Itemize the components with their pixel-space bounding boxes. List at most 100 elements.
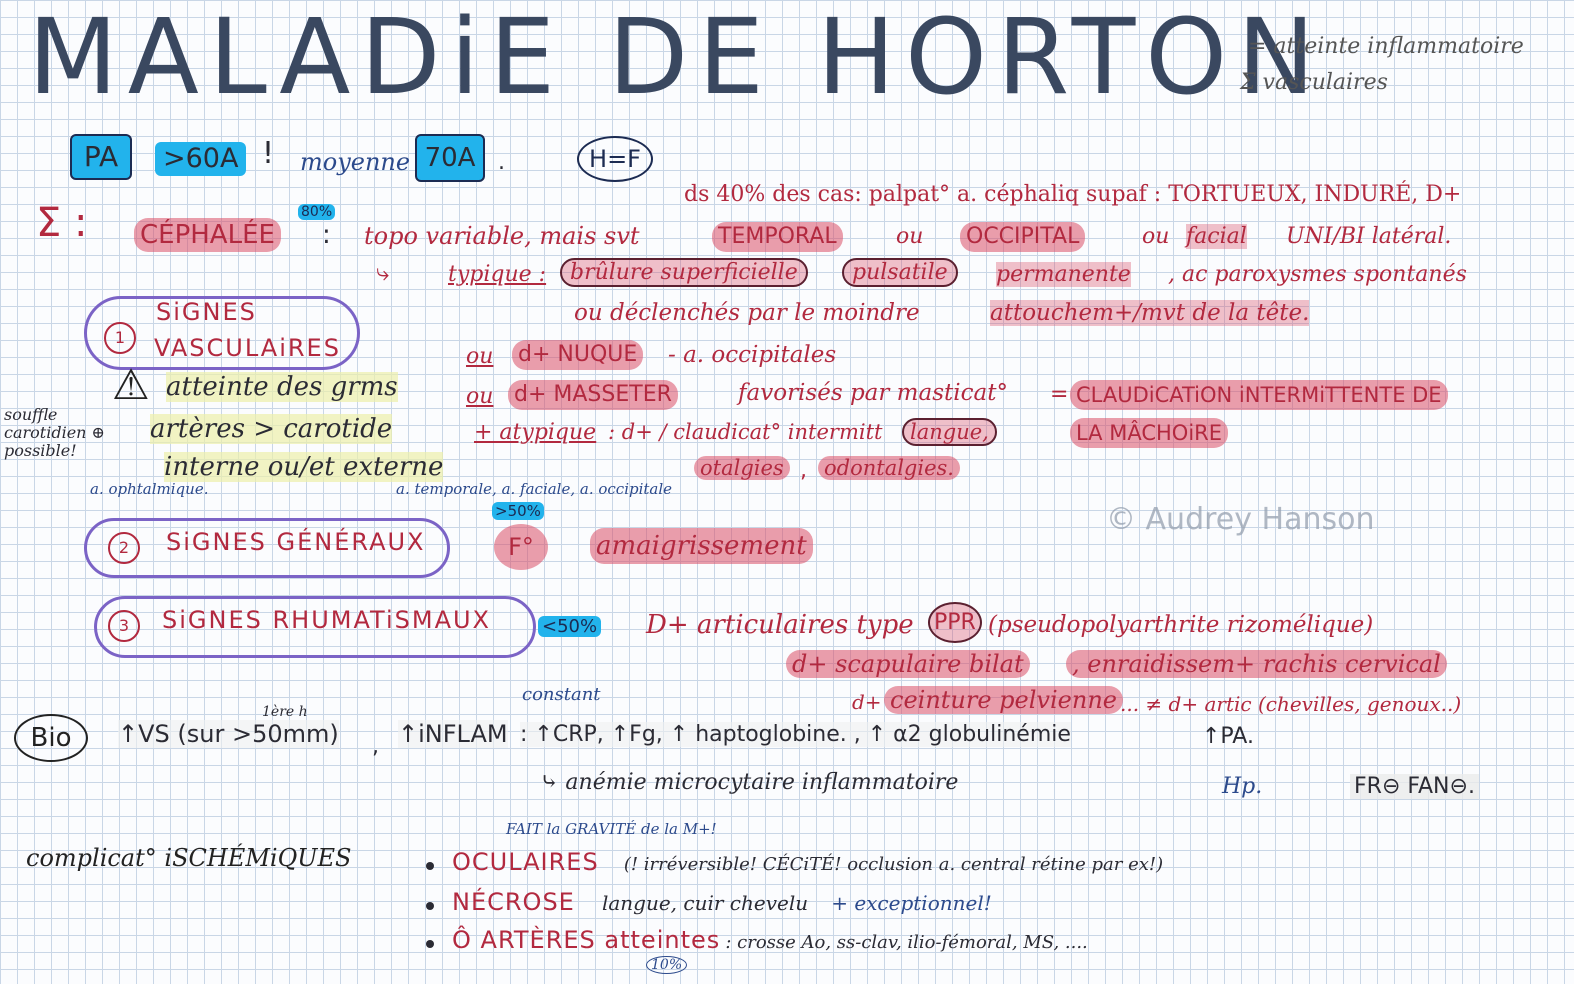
rhumato-text-1: D+ articulaires type (646, 610, 914, 640)
complication-extra: + exceptionnel! (831, 891, 992, 915)
complication-title: NÉCROSE (452, 888, 575, 916)
atypique-label: + atypique (474, 420, 597, 445)
complication-title: OCULAIRES (452, 848, 599, 876)
vasc-label-2: VASCULAiRES (154, 334, 341, 362)
epidemio-dot: . (498, 150, 505, 175)
souffle-note: souffle carotidien ⊕ possible! (4, 405, 105, 460)
cephalee-pct: 80% (298, 204, 336, 220)
attouchement-label: attouchem+/mvt de la tête. (990, 300, 1310, 326)
claudication-label-2: LA MÂCHOiRE (1070, 418, 1229, 448)
rhumato-label: SiGNES RHUMATiSMAUX (162, 606, 491, 634)
ou-nuque: ou (466, 344, 494, 369)
generaux-oval (84, 518, 450, 578)
sex-ratio: H=F (577, 136, 653, 182)
rhumato-number: 3 (108, 610, 140, 642)
occipital-label: OCCIPITAL (960, 222, 1086, 252)
crp-line: : ↑CRP, ↑Fg, ↑ haptoglobine. , ↑ α2 glob… (520, 722, 1071, 747)
atypique-text: : d+ / claudicat° intermitt (608, 420, 883, 444)
vs-value: ↑VS (sur >50mm) (118, 720, 339, 748)
vs-note: 1ère h (262, 704, 308, 720)
occipitales-label: - a. occipitales (668, 342, 837, 368)
vasc-number: 1 (104, 322, 136, 354)
cephalee-topo: topo variable, mais svt (364, 222, 640, 250)
equals-sign: = (1050, 382, 1069, 407)
autres-arthralgies: ... ≠ d+ artic (chevilles, genoux..) (1120, 692, 1462, 716)
temporale-note: a. temporale, a. faciale, a. occipitale (396, 480, 673, 498)
rhumato-pct: <50% (538, 616, 602, 637)
claudication-label-1: CLAUDiCATiON iNTERMiTTENTE DE (1070, 380, 1448, 410)
hp-note: Hp. (1222, 774, 1263, 799)
typique-label: typique : (448, 262, 547, 287)
complication-item: NÉCROSE langue, cuir chevelu + exception… (426, 888, 992, 916)
otalgies-comma: , (800, 458, 807, 483)
bullet-icon (426, 939, 434, 948)
age-threshold: >60A (155, 142, 247, 176)
vasc-label-1: SiGNES (156, 298, 257, 326)
pulsatile-label: pulsatile (842, 258, 958, 287)
unibi-label: UNI/BI latéral. (1286, 224, 1452, 249)
complication-item: OCULAIRES (! irréversible! CÉCiTÉ! occlu… (426, 848, 1163, 876)
odontalgies-label: odontalgies. (818, 456, 960, 480)
anemie-line: ⤷ anémie microcytaire inflammatoire (540, 770, 959, 795)
complication-pct: 10% (646, 956, 688, 974)
langue-label: langue, (902, 418, 997, 446)
complication-text: langue, cuir chevelu (601, 891, 809, 915)
constant-note: constant (522, 684, 601, 705)
complication-text: : crosse Ao, ss-clav, ilio-fémoral, MS, … (725, 932, 1088, 953)
ppr-badge: PPR (928, 602, 982, 643)
bio-badge: Bio (14, 714, 88, 762)
moyenne-value: 70A (415, 134, 485, 182)
bio-comma: , (372, 734, 379, 759)
enraidissement-label: , enraidissem+ rachis cervical (1066, 650, 1447, 678)
age-exclaim: ! (262, 136, 275, 171)
vasculaires-oval (84, 296, 360, 370)
ceinture-label: ceinture pelvienne (884, 686, 1123, 714)
cephalee-label: CÉPHALÉE (134, 218, 281, 252)
gravite-note: FAIT la GRAVITÉ de la M+! (506, 820, 717, 838)
arteres-text: artères > carotide (150, 414, 393, 444)
generaux-number: 2 (108, 532, 140, 564)
permanente-label: permanente (996, 262, 1131, 287)
rhumato-oval (94, 596, 536, 658)
title-note-1: = atteinte inflammatoire (1248, 34, 1524, 59)
generaux-label: SiGNES GÉNÉRAUX (166, 528, 426, 556)
facial-label: facial (1186, 224, 1247, 249)
moyenne-label: moyenne (300, 148, 411, 176)
favorises-label: favorisés par masticat° (738, 380, 1008, 406)
title-note-2: Σ vasculaires (1240, 70, 1388, 95)
arrow-icon: ⤷ (376, 258, 390, 286)
atteinte-text: atteinte des grms (166, 372, 398, 402)
complications-label: complicat° iSCHÉMiQUES (26, 844, 352, 872)
paroxysmes-label: , ac paroxysmes spontanés (1168, 262, 1467, 287)
ceinture-prefix: d+ (852, 690, 882, 714)
otalgies-label: otalgies (694, 456, 790, 480)
brulure-label: brûlure superficielle (560, 258, 808, 287)
interne-text: interne ou/et externe (164, 452, 444, 482)
fr-fan: FR⊖ FAN⊖. (1350, 774, 1479, 799)
complication-title: Ô ARTÈRES atteintes (452, 926, 721, 954)
ou-masseter: ou (466, 384, 494, 409)
complication-text: (! irréversible! CÉCiTÉ! occlusion a. ce… (623, 854, 1164, 875)
watermark: © Audrey Hanson (1106, 502, 1375, 537)
temporal-label: TEMPORAL (712, 222, 843, 252)
sigma-symbol: Σ : (36, 200, 88, 246)
bullet-icon (426, 901, 434, 910)
cephalee-colon: : (322, 220, 331, 250)
rhumato-text-2: (pseudopolyarthrite rizomélique) (988, 612, 1374, 638)
complication-item: Ô ARTÈRES atteintes : crosse Ao, ss-clav… (426, 926, 1088, 954)
ophtalmique-note: a. ophtalmique. (90, 480, 209, 498)
cephalee-top-note: ds 40% des cas: palpat° a. céphaliq supa… (684, 182, 1462, 207)
warning-icon: ⚠ (112, 360, 150, 409)
nuque-label: d+ NUQUE (512, 340, 644, 370)
bullet-icon (426, 861, 434, 870)
amaigrissement-label: amaigrissement (590, 528, 813, 564)
scapulaire-label: d+ scapulaire bilat (786, 650, 1030, 678)
declenches-label: ou déclenchés par le moindre (574, 300, 920, 326)
ou-1: ou (896, 224, 924, 249)
pa-badge: PA (70, 134, 132, 180)
masseter-label: d+ MASSETER (508, 380, 678, 410)
fever-label: F° (494, 524, 548, 570)
inflam-label: ↑iNFLAM (398, 720, 508, 748)
generaux-pct: >50% (492, 502, 544, 520)
ou-2: ou (1142, 224, 1170, 249)
